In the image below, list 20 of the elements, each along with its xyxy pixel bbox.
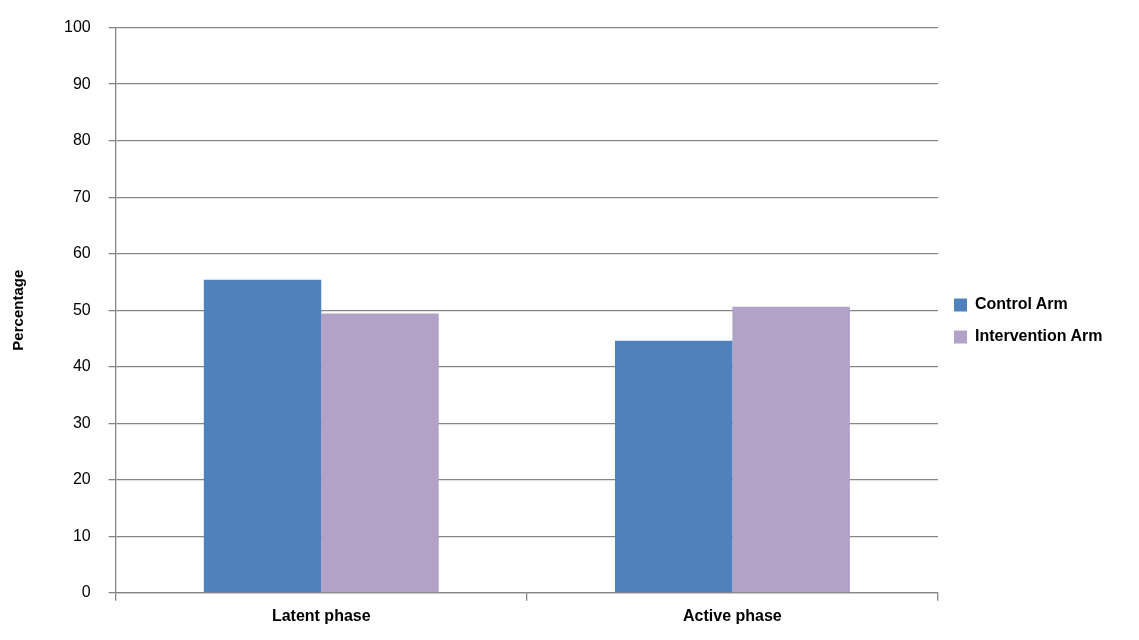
y-tick-label: 30 bbox=[72, 413, 91, 431]
bar bbox=[732, 306, 850, 593]
y-tick-label: 70 bbox=[72, 187, 91, 205]
y-tick-label: 100 bbox=[63, 18, 91, 36]
y-tick-label: 10 bbox=[72, 526, 91, 544]
y-tick-label: 0 bbox=[81, 583, 91, 601]
x-tick-label: Active phase bbox=[683, 606, 782, 624]
y-axis-title: Percentage bbox=[9, 269, 27, 351]
bar bbox=[203, 279, 322, 593]
y-tick-label: 80 bbox=[72, 131, 91, 149]
legend-label: Control Arm bbox=[974, 295, 1068, 313]
bar bbox=[321, 313, 439, 593]
bar bbox=[614, 340, 733, 593]
y-tick-label: 90 bbox=[72, 74, 91, 92]
y-tick-label: 60 bbox=[72, 244, 91, 262]
y-tick-label: 50 bbox=[72, 300, 91, 318]
y-tick-label: 20 bbox=[72, 470, 91, 488]
legend-label: Intervention Arm bbox=[974, 327, 1103, 345]
y-tick-label: 40 bbox=[72, 357, 91, 375]
x-tick-label: Latent phase bbox=[271, 606, 371, 624]
